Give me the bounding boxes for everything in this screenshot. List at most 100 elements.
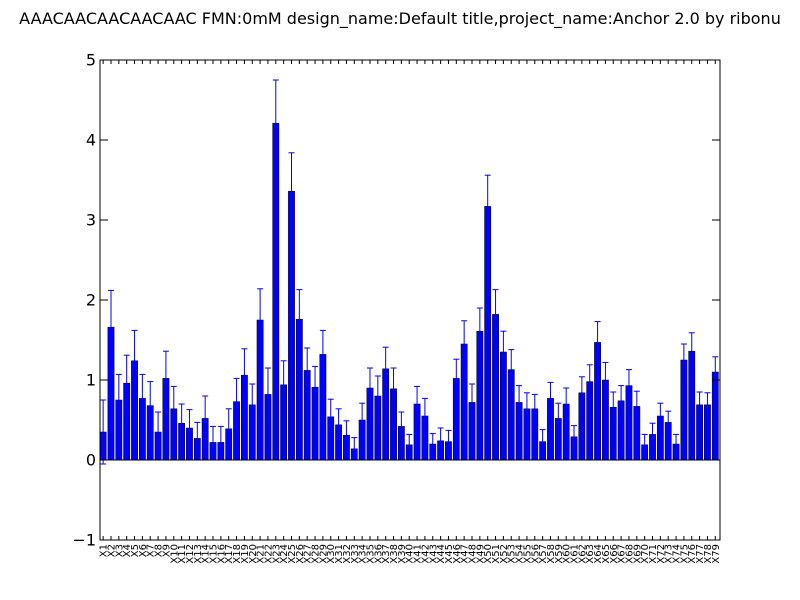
error-bar-x14 xyxy=(202,395,209,442)
x-tick-label: X70 xyxy=(640,544,651,564)
x-tick-label: X14 xyxy=(201,544,212,564)
x-tick-label: X51 xyxy=(491,544,502,564)
error-bar-x54 xyxy=(516,385,523,420)
bar-x23 xyxy=(272,122,280,461)
x-tick-label: X59 xyxy=(554,544,565,564)
x-tick-label: X66 xyxy=(609,544,620,564)
error-bar-x79 xyxy=(712,356,719,388)
error-bar-x66 xyxy=(610,391,617,423)
x-tick-label: X44 xyxy=(436,544,447,564)
x-tick-label: X26 xyxy=(295,544,306,564)
bar-x50 xyxy=(484,206,492,461)
x-tick-label: X68 xyxy=(624,544,635,564)
error-bar-x68 xyxy=(625,369,632,403)
x-tick-label: X4 xyxy=(122,544,133,557)
error-bar-x10 xyxy=(170,385,177,432)
x-tick-label: X27 xyxy=(303,544,314,564)
x-tick-label: X49 xyxy=(475,544,486,564)
x-tick-label: X56 xyxy=(530,544,541,564)
bars-layer xyxy=(99,122,719,461)
error-bar-x76 xyxy=(688,332,695,371)
x-tick-label: X54 xyxy=(515,544,526,564)
error-bar-x63 xyxy=(586,364,593,399)
error-bar-x69 xyxy=(633,390,640,423)
x-tick-label: X63 xyxy=(585,544,596,564)
error-bar-x2 xyxy=(107,289,114,365)
y-tick-label: 4 xyxy=(86,131,96,150)
x-tick-label: X74 xyxy=(672,544,683,564)
error-bar-x73 xyxy=(665,410,672,435)
error-bar-x56 xyxy=(531,393,538,424)
error-bar-x30 xyxy=(327,398,334,435)
error-bar-x24 xyxy=(280,360,287,410)
x-tick-label: X36 xyxy=(373,544,384,564)
error-bar-x48 xyxy=(469,383,475,422)
x-tick-label: X25 xyxy=(287,544,298,564)
x-tick-label: X31 xyxy=(334,544,345,564)
error-bar-x4 xyxy=(123,354,130,412)
x-tick-label: X61 xyxy=(570,544,581,564)
x-tick-label: X5 xyxy=(130,544,141,557)
error-bar-x77 xyxy=(696,391,703,419)
error-bar-x15 xyxy=(210,425,217,459)
x-tick-label: X64 xyxy=(593,544,604,564)
x-tick-label: X12 xyxy=(185,544,196,564)
error-bar-x9 xyxy=(162,350,169,407)
y-axis: −1 0 1 2 3 4 5 xyxy=(72,51,720,550)
x-tick-label: X67 xyxy=(617,544,628,564)
error-bar-x32 xyxy=(343,420,350,451)
error-bar-x35 xyxy=(366,367,373,409)
error-bar-x20 xyxy=(249,383,256,427)
error-bar-x7 xyxy=(147,381,154,431)
error-bar-x42 xyxy=(421,397,428,435)
error-bar-x64 xyxy=(594,321,601,364)
x-tick-label: X11 xyxy=(177,544,188,564)
x-tick-label: X77 xyxy=(695,544,706,564)
x-tick-label: X79 xyxy=(711,544,722,564)
error-bar-x49 xyxy=(476,307,483,355)
error-bar-x28 xyxy=(312,365,319,409)
error-bar-x71 xyxy=(649,422,656,447)
x-tick-label: X30 xyxy=(326,544,337,564)
error-bar-x67 xyxy=(618,385,625,417)
x-tick-label: X29 xyxy=(318,544,329,564)
error-bar-x60 xyxy=(563,387,570,421)
x-tick-label: X28 xyxy=(311,544,322,564)
error-bar-x39 xyxy=(398,411,405,442)
x-tick-label: X20 xyxy=(248,544,259,564)
x-tick-label: X32 xyxy=(342,544,353,564)
x-tick-label: X21 xyxy=(256,544,267,564)
error-bar-x44 xyxy=(437,427,444,455)
x-tick-label: X15 xyxy=(209,544,220,564)
error-bar-x47 xyxy=(461,320,468,368)
x-tick-label: X23 xyxy=(271,544,282,564)
x-tick-label: X3 xyxy=(114,544,125,557)
x-tick-label: X39 xyxy=(397,544,408,564)
error-bar-x52 xyxy=(500,330,507,374)
error-bar-x59 xyxy=(555,402,562,435)
error-bar-x6 xyxy=(139,373,146,423)
error-bar-x26 xyxy=(296,289,303,350)
error-bar-x17 xyxy=(225,408,232,450)
x-tick-label: X8 xyxy=(154,544,165,557)
x-tick-label: X6 xyxy=(138,544,149,557)
error-bar-x11 xyxy=(178,403,185,443)
x-tick-label: X76 xyxy=(687,544,698,564)
error-bar-x16 xyxy=(217,425,224,459)
x-tick-label: X38 xyxy=(389,544,400,564)
x-tick-label: X50 xyxy=(483,544,494,564)
x-tick-label: X71 xyxy=(648,544,659,564)
error-bar-x27 xyxy=(304,347,311,394)
error-bar-x29 xyxy=(319,329,326,379)
x-tick-label: X16 xyxy=(216,544,227,564)
x-tick-label: X48 xyxy=(468,544,479,564)
x-tick-label: X40 xyxy=(405,544,416,564)
y-tick-label: 3 xyxy=(86,211,96,230)
y-tick-label: 0 xyxy=(86,451,96,470)
y-tick-label: 1 xyxy=(86,371,96,390)
x-tick-label: X41 xyxy=(413,544,424,564)
x-tick-label: X55 xyxy=(522,544,533,564)
x-axis: X1X2X3X4X5X6X7X8X9X10X11X12X13X14X15X16X… xyxy=(99,60,722,564)
x-tick-label: X58 xyxy=(546,544,557,564)
x-tick-label: X1 xyxy=(99,544,110,557)
